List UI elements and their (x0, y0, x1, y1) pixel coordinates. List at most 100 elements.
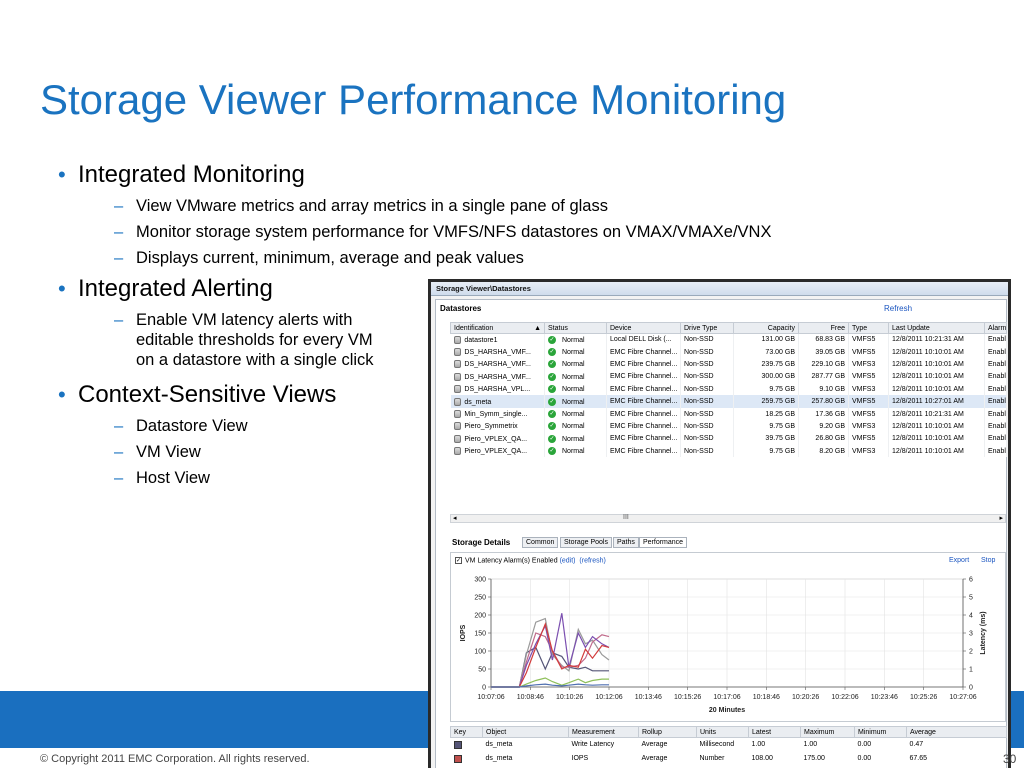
table-row[interactable]: DS_HARSHA_VMF... ✓ Normal EMC Fibre Channel… (450, 358, 1007, 371)
copyright: © Copyright 2011 EMC Corporation. All ri… (40, 753, 310, 765)
status-ok-icon: ✓ (548, 335, 556, 344)
export-link[interactable]: Export (949, 557, 970, 564)
scroll-grip-icon[interactable]: III (623, 514, 629, 521)
table-row[interactable]: DS_HARSHA_VPL... ✓ Normal EMC Fibre Channel… (450, 383, 1007, 396)
status-ok-icon: ✓ (548, 434, 556, 443)
cell-status: ✓ Normal (544, 432, 607, 446)
cell-capacity: 9.75 GB (733, 445, 799, 458)
cell-identification: ds_meta (450, 395, 545, 408)
scroll-left-icon[interactable]: ◂ (453, 515, 457, 522)
legend-row[interactable]: ds_meta Write Latency Average Millisecond 1.… (451, 738, 1007, 752)
table-row[interactable]: Min_Symm_single... ✓ Normal EMC Fibre Chann… (450, 407, 1007, 421)
legend-column-rollup[interactable]: Rollup (638, 726, 697, 738)
column-header-free[interactable]: Free (798, 322, 849, 334)
column-header-capacity[interactable]: Capacity (733, 322, 799, 334)
cell-text: DS_HARSHA_VMF... (464, 373, 531, 381)
column-header-status[interactable]: Status (544, 322, 607, 334)
x-tick-label: 10:12:06 (595, 694, 622, 701)
edit-link[interactable]: (edit) (559, 557, 576, 565)
legend-column-measurement[interactable]: Measurement (568, 726, 639, 738)
cell-capacity: 9.75 GB (733, 420, 799, 433)
cell-latest: 1.00 (751, 741, 766, 749)
cell-drive-type: Non-SSD (680, 370, 734, 384)
cell-device: Local DELL Disk (... (606, 333, 681, 346)
column-header-type[interactable]: Type (848, 322, 889, 334)
cell-alarm: Enable (984, 432, 1007, 446)
cell-device: EMC Fibre Channel... (606, 432, 681, 446)
sub-bullet-text: Host View (136, 469, 210, 487)
cell-text: Normal (562, 336, 585, 344)
tab-storage-pools[interactable]: Storage Pools (560, 537, 612, 548)
refresh-link[interactable]: Refresh (884, 304, 913, 313)
cell-alarm: Enable (984, 395, 1007, 408)
sub-bullet-text: Displays current, minimum, average and p… (136, 249, 524, 267)
cell-last-update: 12/8/2011 10:10:01 AM (888, 345, 985, 359)
legend-column-maximum[interactable]: Maximum (800, 726, 855, 738)
cell-status: ✓ Normal (544, 333, 607, 346)
x-tick-label: 10:15:26 (674, 694, 701, 701)
column-header-last-update[interactable]: Last Update (888, 322, 985, 334)
storage-viewer-window: Storage Viewer\Datastores Datastores Ref… (428, 279, 1011, 768)
cell-latest: 108.00 (751, 755, 773, 762)
status-ok-icon: ✓ (548, 360, 556, 369)
alarm-checkbox[interactable]: ✓ (455, 557, 462, 564)
table-row[interactable]: DS_HARSHA_VMF... ✓ Normal EMC Fibre Channel… (450, 370, 1007, 384)
status-ok-icon: ✓ (548, 348, 556, 357)
legend-column-units[interactable]: Units (696, 726, 749, 738)
stop-link[interactable]: Stop (981, 557, 996, 564)
table-row[interactable]: Piero_VPLEX_QA... ✓ Normal EMC Fibre Channe… (450, 432, 1007, 446)
table-row[interactable]: DS_HARSHA_VMF... ✓ Normal EMC Fibre Channel… (450, 345, 1007, 359)
column-header-drive-type[interactable]: Drive Type (680, 322, 734, 334)
column-header-device[interactable]: Device (606, 322, 681, 334)
cell-status: ✓ Normal (544, 370, 607, 384)
cell-identification: DS_HARSHA_VPL... (450, 383, 545, 396)
cell-device: EMC Fibre Channel... (606, 407, 681, 421)
cell-text: DS_HARSHA_VMF... (464, 348, 531, 356)
legend-column-latest[interactable]: Latest (748, 726, 801, 738)
legend-column-key[interactable]: Key (450, 726, 483, 738)
y2-axis-label: Latency (ms) (980, 611, 987, 654)
sub-bullet-text: Enable VM latency alerts with (136, 311, 353, 329)
horizontal-scrollbar[interactable]: ◂ III ▸ (450, 514, 1006, 523)
column-header-alarm[interactable]: Alarm (984, 322, 1007, 334)
sub-bullet-text: Monitor storage system performance for V… (136, 223, 772, 241)
cell-alarm: Enable (984, 333, 1007, 346)
sort-ascending-icon: ▲ (534, 324, 541, 332)
tab-performance[interactable]: Performance (639, 537, 688, 548)
sub-bullet-text: VM View (136, 443, 201, 461)
table-row[interactable]: Piero_VPLEX_QA... ✓ Normal EMC Fibre Channe… (450, 445, 1007, 458)
cell-object: ds_meta (485, 755, 513, 762)
cell-alarm: Enable (984, 358, 1007, 371)
cell-alarm: Enable (984, 370, 1007, 384)
legend-column-object[interactable]: Object (482, 726, 569, 738)
tab-paths[interactable]: Paths (613, 537, 639, 548)
window-title: Storage Viewer\Datastores (431, 282, 1008, 296)
cell-capacity: 239.75 GB (733, 358, 799, 371)
cell-drive-type: Non-SSD (680, 420, 734, 433)
bullet-integrated-monitoring: Integrated Monitoring (58, 160, 438, 190)
table-row[interactable]: datastore1 ✓ Normal Local DELL Disk (... Non… (450, 333, 1007, 346)
table-row[interactable]: ds_meta ✓ Normal EMC Fibre Channel... Non-SS… (450, 395, 1007, 408)
cell-drive-type: Non-SSD (680, 407, 734, 421)
scroll-right-icon[interactable]: ▸ (999, 515, 1003, 522)
cell-text: DS_HARSHA_VMF... (464, 361, 531, 369)
legend-row[interactable]: ds_meta IOPS Average Number 108.00 175.00 0.00… (451, 752, 1007, 766)
y2-tick-label: 3 (969, 631, 973, 638)
cell-type: VMFS3 (848, 358, 889, 371)
cell-identification: Piero_VPLEX_QA... (450, 445, 545, 458)
legend-column-average[interactable]: Average (906, 726, 1007, 738)
cell-text: Normal (562, 348, 585, 356)
sub-bullet-text: Datastore View (136, 417, 248, 435)
refresh-chart-link[interactable]: (refresh) (579, 557, 606, 565)
cell-last-update: 12/8/2011 10:10:01 AM (888, 358, 985, 371)
column-header-identification[interactable]: Identification ▲ (450, 322, 545, 334)
x-tick-label: 10:13:46 (635, 694, 662, 701)
tab-common[interactable]: Common (522, 537, 559, 548)
y2-tick-label: 1 (969, 667, 973, 674)
y2-tick-label: 5 (969, 595, 973, 602)
y2-tick-label: 6 (969, 577, 973, 584)
legend-column-minimum[interactable]: Minimum (854, 726, 907, 738)
cell-status: ✓ Normal (544, 407, 607, 421)
table-row[interactable]: Piero_Symmetrix ✓ Normal EMC Fibre Channel.… (450, 420, 1007, 433)
cell-capacity: 9.75 GB (733, 383, 799, 396)
